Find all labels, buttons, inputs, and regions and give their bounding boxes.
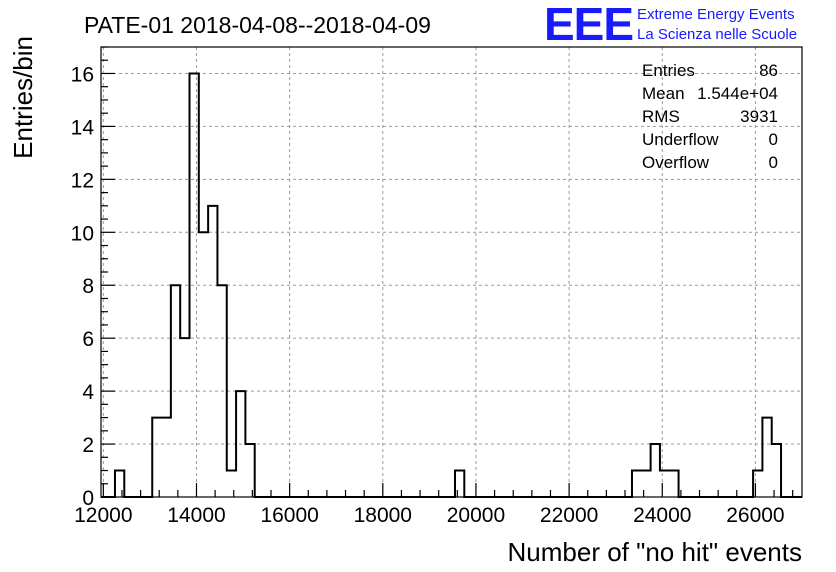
x-tick-label: 12000 [74,504,132,527]
stats-value: 0 [769,153,778,172]
histogram-bin [762,418,771,497]
histogram-bin [152,418,161,497]
histogram-bin [641,471,650,497]
stats-label: Entries [642,61,695,80]
stats-label: Underflow [642,130,719,149]
eee-logo-mark: EEE [544,0,633,50]
y-tick-label: 10 [71,222,94,245]
histogram-bin [180,338,189,497]
y-axis-title: Entries/bin [8,36,38,159]
y-tick-label: 0 [82,487,94,510]
histogram-bin [660,471,669,497]
eee-logo: EEE Extreme Energy Events La Scienza nel… [544,0,797,50]
x-axis-title: Number of "no hit" events [508,537,803,567]
stats-value: 1.544e+04 [697,84,778,103]
stats-box: Entries 86 Mean 1.544e+04 RMS 3931 Underflow 0 O… [642,61,778,172]
stats-value: 3931 [740,107,778,126]
histogram-bin [772,444,781,497]
y-tick-label: 12 [71,169,94,192]
x-tick-label: 14000 [167,504,225,527]
histogram-bin [199,232,208,497]
x-tick-label: 26000 [726,504,784,527]
histogram-bin [455,471,464,497]
histogram-bin [208,206,217,497]
histogram-bin [115,471,124,497]
x-tick-label: 20000 [447,504,505,527]
y-tick-label: 16 [71,63,94,86]
stats-label: Overflow [642,153,710,172]
y-axis: 0 2 4 6 8 10 12 14 16 [71,46,115,510]
x-tick-label: 18000 [354,504,412,527]
histogram-bin [753,471,762,497]
grid [101,47,802,497]
x-tick-label: 24000 [633,504,691,527]
histogram-bin [171,285,180,497]
chart-title: PATE-01 2018-04-08--2018-04-09 [84,12,431,38]
y-tick-label: 6 [82,328,94,351]
y-tick-label: 14 [71,116,95,139]
histogram-bin [651,444,660,497]
stats-label: Mean [642,84,685,103]
histogram-bin [189,73,198,497]
stats-value: 0 [769,130,778,149]
y-tick-label: 8 [82,275,94,298]
y-tick-label: 4 [82,381,94,404]
histogram-bin [162,418,171,497]
y-tick-label: 2 [82,434,94,457]
eee-logo-line2: La Scienza nelle Scuole [637,26,797,43]
histogram-bin [236,391,245,497]
histogram-bin [669,471,678,497]
x-axis: 12000 14000 16000 18000 20000 22000 24000 26000 [74,483,794,527]
x-tick-label: 16000 [260,504,318,527]
histogram-bin [217,285,226,497]
histogram-bin [227,471,236,497]
histogram-bin [245,444,254,497]
histogram-bin [632,471,641,497]
stats-label: RMS [642,107,680,126]
eee-logo-line1: Extreme Energy Events [637,6,795,23]
x-tick-label: 22000 [540,504,598,527]
stats-value: 86 [759,61,778,80]
